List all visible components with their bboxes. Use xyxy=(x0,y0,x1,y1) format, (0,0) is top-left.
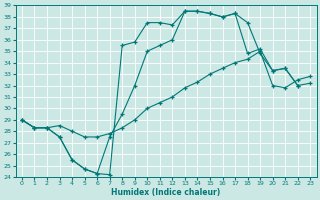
X-axis label: Humidex (Indice chaleur): Humidex (Indice chaleur) xyxy=(111,188,221,197)
